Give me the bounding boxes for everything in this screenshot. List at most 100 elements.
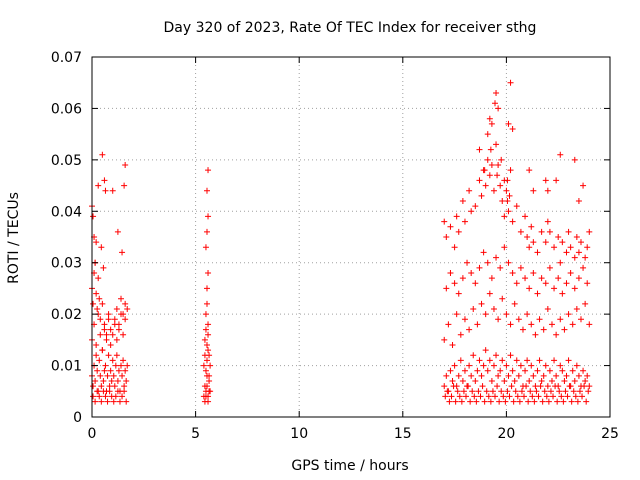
data-point — [203, 228, 210, 235]
data-point — [103, 336, 110, 343]
data-point — [92, 398, 99, 405]
data-point — [572, 393, 579, 400]
y-tick-label: 0.01 — [51, 359, 82, 375]
data-point — [567, 244, 574, 251]
data-point — [205, 331, 212, 338]
data-point — [205, 270, 212, 276]
data-point — [542, 280, 549, 287]
data-point — [121, 383, 128, 390]
data-point — [509, 126, 516, 132]
data-point — [531, 398, 538, 405]
data-point — [489, 388, 496, 395]
data-point — [488, 162, 495, 168]
data-point — [111, 316, 118, 323]
data-point — [102, 187, 109, 194]
data-point — [565, 228, 572, 235]
data-point — [107, 326, 114, 333]
data-point — [474, 321, 481, 328]
data-point — [98, 383, 105, 390]
data-point — [582, 300, 589, 307]
data-point — [553, 177, 560, 184]
data-point — [442, 393, 449, 400]
data-point — [530, 187, 537, 194]
data-point — [93, 352, 100, 359]
data-point — [559, 367, 566, 374]
data-point — [120, 357, 127, 364]
data-point — [557, 316, 564, 323]
data-point — [516, 398, 523, 405]
data-point — [94, 306, 101, 312]
data-point — [574, 398, 581, 405]
data-point — [517, 264, 524, 271]
data-point — [561, 326, 568, 333]
data-point — [540, 326, 547, 333]
data-point — [122, 300, 129, 307]
data-point — [478, 300, 485, 307]
data-point — [555, 234, 562, 240]
data-point — [571, 285, 578, 292]
data-point — [93, 342, 100, 348]
data-point — [563, 280, 570, 287]
data-point — [511, 300, 518, 307]
data-point — [537, 383, 544, 390]
x-tick-labels: 0 5 10 15 20 25 — [88, 426, 619, 442]
data-point — [584, 244, 591, 251]
data-point — [536, 316, 543, 323]
y-tick-label: 0.02 — [51, 307, 82, 323]
data-point — [555, 275, 562, 282]
data-point — [445, 321, 452, 328]
data-point — [505, 372, 512, 379]
data-point — [490, 362, 497, 369]
data-point — [495, 372, 502, 379]
data-point — [501, 378, 508, 384]
data-point — [104, 398, 111, 405]
data-point — [534, 249, 541, 256]
data-point — [575, 198, 582, 204]
data-point — [207, 362, 214, 369]
data-point — [544, 187, 551, 194]
data-point — [567, 270, 574, 276]
data-point — [546, 228, 553, 235]
data-point — [481, 398, 488, 405]
data-point — [573, 306, 580, 312]
data-point — [554, 398, 561, 405]
data-point — [124, 306, 131, 312]
data-point — [107, 367, 114, 374]
data-point — [206, 352, 213, 359]
data-point — [114, 388, 121, 395]
data-point — [551, 285, 558, 292]
data-point — [577, 316, 584, 323]
data-point — [522, 367, 529, 374]
data-point — [532, 331, 539, 338]
data-point — [557, 362, 564, 369]
data-point — [494, 383, 501, 390]
data-point — [552, 383, 559, 390]
data-point — [122, 162, 129, 168]
data-point — [90, 393, 97, 400]
data-point — [202, 393, 209, 400]
data-point — [564, 393, 571, 400]
data-point — [539, 398, 546, 405]
data-point — [504, 388, 511, 395]
data-point — [450, 383, 457, 390]
data-point — [453, 311, 460, 318]
data-point — [203, 285, 210, 292]
data-point — [92, 378, 99, 384]
data-point — [521, 393, 528, 400]
data-point — [533, 388, 540, 395]
data-point — [449, 342, 456, 348]
data-point — [107, 342, 114, 348]
data-point — [542, 239, 549, 246]
data-point — [501, 213, 508, 220]
data-point — [487, 146, 494, 153]
x-tick-label: 5 — [191, 426, 200, 442]
data-point — [472, 378, 479, 384]
data-point — [113, 336, 120, 343]
data-point — [104, 372, 111, 379]
data-point — [480, 249, 487, 256]
data-point — [101, 177, 108, 184]
data-point — [513, 280, 520, 287]
data-point — [529, 393, 536, 400]
data-point — [469, 388, 476, 395]
data-point — [120, 331, 127, 338]
